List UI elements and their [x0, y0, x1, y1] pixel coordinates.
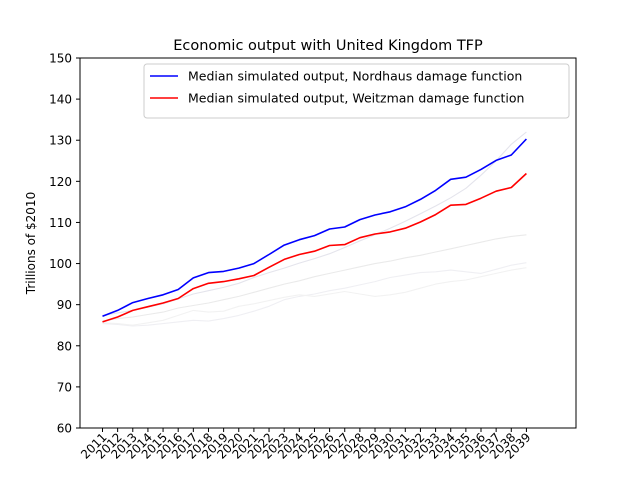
y-tick-label: 60: [57, 422, 72, 436]
y-tick-label: 150: [49, 52, 72, 66]
simulation-line: [102, 267, 527, 326]
y-tick-label: 80: [57, 339, 72, 353]
simulation-line: [102, 262, 527, 327]
legend: Median simulated output, Nordhaus damage…: [143, 63, 570, 119]
y-tick-label: 110: [49, 216, 72, 230]
y-tick-label: 90: [57, 298, 72, 312]
legend-box: [143, 63, 570, 119]
y-tick-label: 120: [49, 175, 72, 189]
simulation-line: [102, 234, 527, 322]
series-line-1: [102, 172, 527, 323]
plot-frame: [79, 57, 577, 429]
y-tick-label: 130: [49, 134, 72, 148]
legend-entry: Median simulated output, Nordhaus damage…: [188, 69, 522, 84]
simulation-line: [102, 131, 527, 316]
chart-title: Economic output with United Kingdom TFP: [173, 38, 483, 54]
y-axis-ticks: 60 70 80 90 100 110 120 130 140 150: [49, 52, 80, 436]
y-tick-label: 100: [49, 257, 72, 271]
y-tick-label: 70: [57, 380, 72, 394]
series-line-0: [102, 138, 527, 317]
legend-entry: Median simulated output, Weitzman damage…: [188, 91, 524, 106]
y-tick-label: 140: [49, 93, 72, 107]
y-axis-label: Trillions of $2010: [24, 192, 38, 295]
plot-lines: [102, 131, 527, 327]
x-axis-ticks: 2011201220132014201520162017201820192020…: [78, 428, 534, 462]
